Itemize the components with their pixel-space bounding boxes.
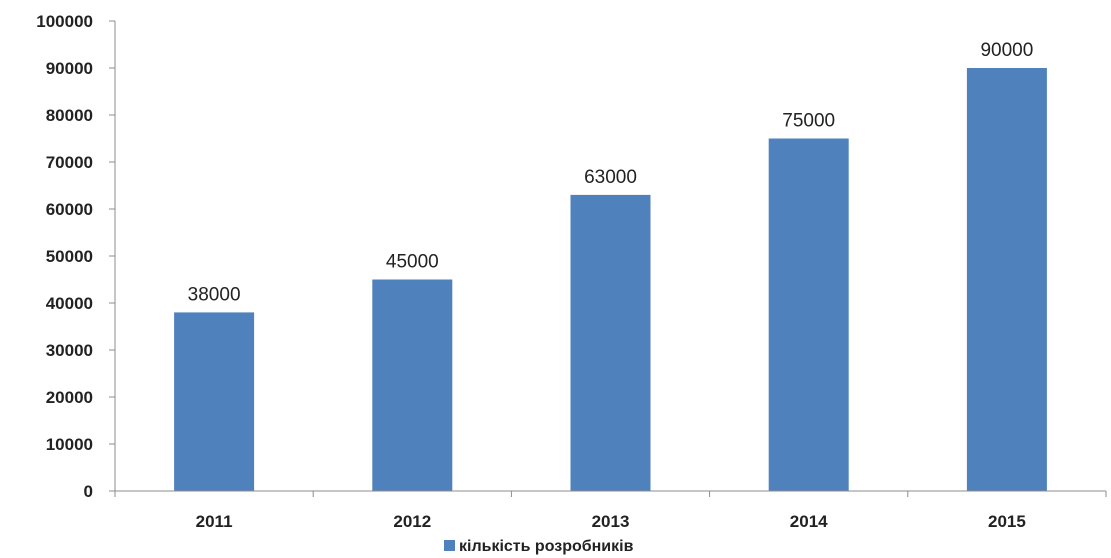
y-tick-label: 70000 (46, 153, 93, 172)
bar-2015 (966, 68, 1047, 491)
y-axis-ticks: 0 10000 20000 30000 40000 50000 60000 70000 8000… (36, 12, 115, 501)
data-labels: 38000 45000 63000 75000 90000 (188, 40, 1034, 305)
y-tick-label: 100000 (36, 12, 93, 31)
legend-swatch (444, 540, 455, 551)
bars (174, 68, 1047, 491)
y-tick-label: 60000 (46, 200, 93, 219)
data-label-2015: 90000 (980, 40, 1033, 61)
y-tick-label: 10000 (46, 435, 93, 454)
y-tick-label: 40000 (46, 294, 93, 313)
legend: кількість розробників (444, 538, 634, 555)
y-tick-label: 0 (84, 482, 93, 501)
y-tick-label: 20000 (46, 388, 93, 407)
x-axis-ticks: 2011 2012 2013 2014 2015 (114, 491, 1107, 531)
data-label-2012: 45000 (386, 252, 439, 273)
legend-label: кількість розробників (459, 538, 634, 555)
y-tick-label: 80000 (46, 106, 93, 125)
bar-2013 (570, 194, 651, 491)
data-label-2011: 38000 (188, 284, 241, 305)
x-tick-label: 2011 (196, 512, 233, 531)
x-tick-label: 2014 (790, 512, 828, 531)
data-label-2013: 63000 (584, 167, 637, 188)
bar-2012 (372, 279, 453, 491)
data-label-2014: 75000 (782, 111, 835, 132)
x-tick-label: 2012 (393, 512, 431, 531)
x-tick-label: 2015 (988, 512, 1026, 531)
x-tick-label: 2013 (592, 512, 630, 531)
y-tick-label: 90000 (46, 59, 93, 78)
bar-2011 (174, 312, 255, 491)
bar-2014 (768, 138, 849, 491)
y-tick-label: 30000 (46, 341, 93, 360)
y-tick-label: 50000 (46, 247, 93, 266)
